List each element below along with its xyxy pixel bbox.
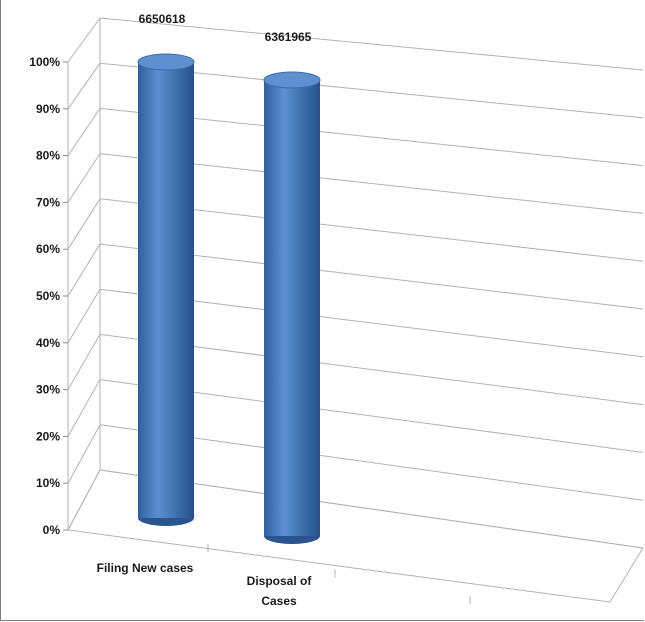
side-gridline bbox=[67, 288, 101, 344]
y-tick-label: 30% bbox=[36, 383, 60, 397]
side-gridline bbox=[67, 62, 101, 110]
side-gridline bbox=[67, 469, 101, 531]
y-tick-label: 20% bbox=[36, 429, 60, 443]
category-label: Filing New cases bbox=[97, 561, 194, 575]
y-tick-label: 100% bbox=[29, 55, 60, 69]
side-gridline bbox=[67, 379, 101, 437]
y-tick-label: 0% bbox=[43, 523, 61, 537]
category-label: Cases bbox=[261, 594, 297, 608]
y-axis-tick-labels: 0% 10% 20% 30% 40% 50% 60% 70% 80% 90% 100% bbox=[29, 55, 60, 537]
bars bbox=[137, 53, 321, 544]
data-labels: 6650618 6361965 bbox=[139, 12, 312, 44]
y-tick-label: 10% bbox=[36, 476, 60, 490]
y-tick-label: 70% bbox=[36, 195, 60, 209]
side-gridline bbox=[67, 153, 101, 203]
data-label: 6361965 bbox=[265, 30, 312, 44]
y-tick-label: 90% bbox=[36, 102, 60, 116]
side-gridline bbox=[67, 198, 101, 250]
bar-body bbox=[264, 80, 320, 536]
category-label: Disposal of bbox=[247, 574, 313, 588]
back-gridline bbox=[99, 17, 644, 71]
bar-top bbox=[263, 71, 321, 89]
y-tick-label: 80% bbox=[36, 149, 60, 163]
bar-top bbox=[137, 53, 195, 71]
data-label: 6650618 bbox=[139, 12, 186, 26]
bar-body bbox=[138, 62, 194, 518]
side-gridline bbox=[67, 17, 101, 63]
bar bbox=[263, 71, 321, 544]
side-gridline bbox=[67, 243, 101, 297]
y-tick-label: 40% bbox=[36, 336, 60, 350]
category-labels: Filing New cases Disposal of Cases bbox=[97, 561, 313, 608]
bar bbox=[137, 53, 195, 526]
side-gridline bbox=[67, 334, 101, 390]
y-tick-label: 60% bbox=[36, 242, 60, 256]
side-gridline bbox=[67, 108, 101, 156]
side-gridline bbox=[67, 424, 101, 484]
y-tick-label: 50% bbox=[36, 289, 60, 303]
